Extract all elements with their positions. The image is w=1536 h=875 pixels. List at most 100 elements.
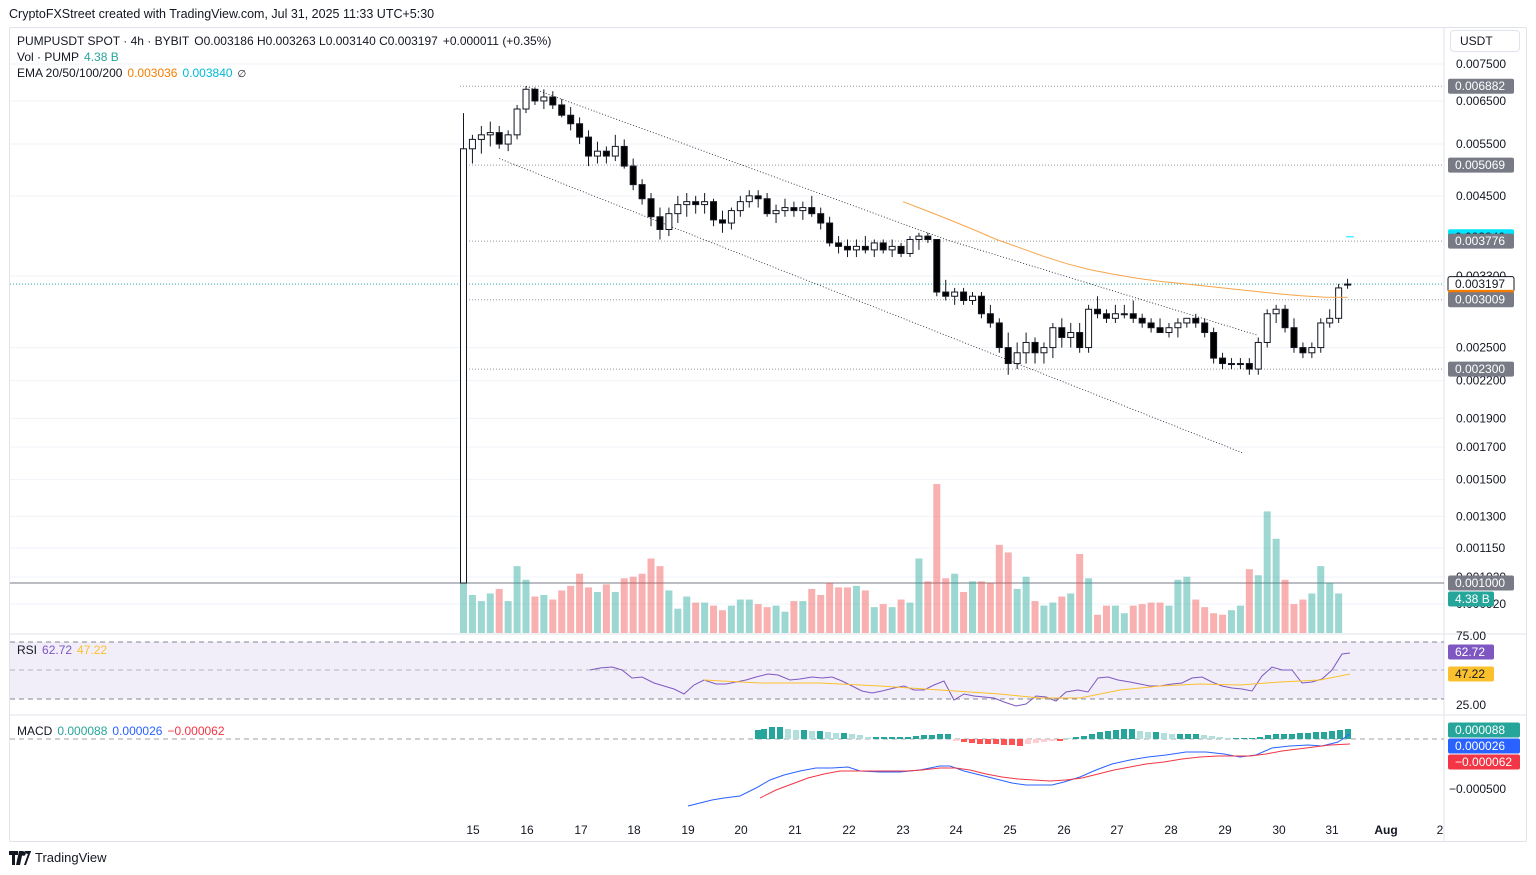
volume-bar — [665, 590, 673, 633]
candle-body — [1263, 313, 1271, 343]
rsi-tick-label: 25.00 — [1456, 698, 1486, 712]
volume-bar — [1210, 613, 1218, 633]
volume-bar — [504, 601, 512, 633]
price-tick-label: 0.006500 — [1456, 94, 1506, 108]
volume-bar — [969, 581, 977, 633]
rsi-value: 62.72 — [42, 643, 73, 657]
candle-body — [1210, 332, 1218, 359]
macd-histogram-bar — [985, 739, 991, 744]
candle-body — [763, 198, 771, 215]
price-tick-label: 0.002500 — [1456, 341, 1506, 355]
volume-bar — [763, 607, 771, 633]
candle-body — [486, 132, 494, 136]
rsi-badge-label: 62.72 — [1455, 645, 1485, 659]
candle-body — [915, 235, 923, 240]
channel-upper-line — [945, 239, 1259, 336]
volume-bar — [1031, 601, 1039, 633]
macd-histogram-bar — [1185, 734, 1191, 739]
macd-badge-label: −0.000062 — [1455, 755, 1512, 769]
volume-bar — [817, 595, 825, 633]
candle-body — [549, 96, 557, 106]
candle-body — [1299, 347, 1307, 354]
volume-bar — [540, 595, 548, 633]
volume-bar — [826, 582, 834, 633]
volume-bar — [1201, 607, 1209, 633]
rsi-badge-label: 47.22 — [1455, 667, 1485, 681]
legend-ema: EMA 20/50/100/200 0.003036 0.003840 ∅ — [17, 66, 251, 80]
x-tick-label: 19 — [681, 823, 695, 837]
volume-bar — [1227, 610, 1235, 633]
volume-bar — [576, 573, 584, 633]
candle-body — [879, 242, 887, 251]
price-tick-label: 0.001900 — [1456, 411, 1506, 425]
macd-histogram-bar — [1217, 737, 1223, 739]
candle-body — [1290, 327, 1298, 349]
volume-bar — [1013, 588, 1021, 633]
ema-label[interactable]: EMA 20/50/100/200 — [17, 66, 123, 80]
candle-body — [727, 210, 735, 224]
candle-body — [754, 195, 762, 200]
legend-macd: MACD 0.000088 0.000026 −0.000062 — [17, 724, 230, 738]
volume-bar — [960, 591, 968, 633]
price-tick-label: 0.005500 — [1456, 137, 1506, 151]
volume-bar — [754, 604, 762, 633]
x-tick-label: 26 — [1057, 823, 1071, 837]
x-tick-label: 16 — [520, 823, 534, 837]
legend-main: PUMPUSDT SPOT · 4h · BYBIT O0.003186 H0.0… — [17, 34, 556, 48]
currency-button[interactable]: USDT — [1450, 30, 1520, 52]
macd-histogram-bar — [1017, 739, 1023, 746]
rsi-label[interactable]: RSI — [17, 643, 38, 657]
macd-histogram-bar — [1337, 730, 1343, 739]
macd-histogram-bar — [953, 739, 959, 741]
candle-body — [1138, 317, 1146, 324]
volume-bar — [1236, 605, 1244, 633]
ema50-value: 0.003036 — [127, 66, 178, 80]
candle-body — [799, 207, 807, 212]
price-badge — [1448, 292, 1514, 308]
volume-bar — [942, 578, 950, 633]
volume-bar — [549, 599, 557, 633]
volume-bar — [593, 591, 601, 633]
candle-body — [942, 291, 950, 297]
macd-histogram-bar — [833, 733, 839, 739]
candle-body — [808, 207, 816, 215]
volume-bar — [870, 607, 878, 633]
volume-bar — [1004, 552, 1012, 633]
hide-icon[interactable]: ∅ — [237, 69, 247, 80]
volume-bar — [1085, 578, 1093, 633]
macd-histogram-bar — [977, 739, 983, 744]
macd-histogram-bar — [1009, 739, 1015, 745]
macd-histogram-bar — [1081, 736, 1087, 739]
volume-bar — [620, 578, 628, 633]
candle-body — [843, 245, 851, 251]
macd-label[interactable]: MACD — [17, 724, 53, 738]
volume-bar — [808, 588, 816, 633]
footer-brand[interactable]: TradingView — [9, 850, 107, 865]
volume-bar — [674, 608, 682, 633]
candle-body — [1344, 283, 1352, 286]
macd-histogram-bar — [825, 732, 831, 739]
candle-body — [1227, 363, 1235, 366]
volume-bar — [1138, 604, 1146, 633]
macd-histogram-bar — [969, 739, 975, 743]
volume-label[interactable]: Vol · PUMP — [17, 50, 80, 64]
macd-histogram-bar — [1257, 737, 1263, 739]
price-badge-label: 0.003197 — [1455, 277, 1505, 291]
candle-body — [585, 136, 593, 157]
macd-histogram-bar — [921, 735, 927, 739]
volume-bar — [638, 573, 646, 633]
symbol-label[interactable]: PUMPUSDT SPOT · 4h · BYBIT — [17, 34, 190, 48]
candle-body — [888, 245, 896, 251]
volume-bar — [835, 587, 843, 633]
macd-histogram-bar — [1049, 739, 1055, 741]
candle-body — [1317, 322, 1325, 349]
candle-body — [567, 114, 575, 125]
candle-body — [513, 108, 521, 136]
x-tick-label: 18 — [627, 823, 641, 837]
macd-histogram-bar — [1225, 738, 1231, 739]
channel-lower-line — [499, 158, 1244, 454]
x-tick-label: 30 — [1272, 823, 1286, 837]
x-tick-label: 22 — [842, 823, 856, 837]
volume-bar — [1299, 599, 1307, 633]
